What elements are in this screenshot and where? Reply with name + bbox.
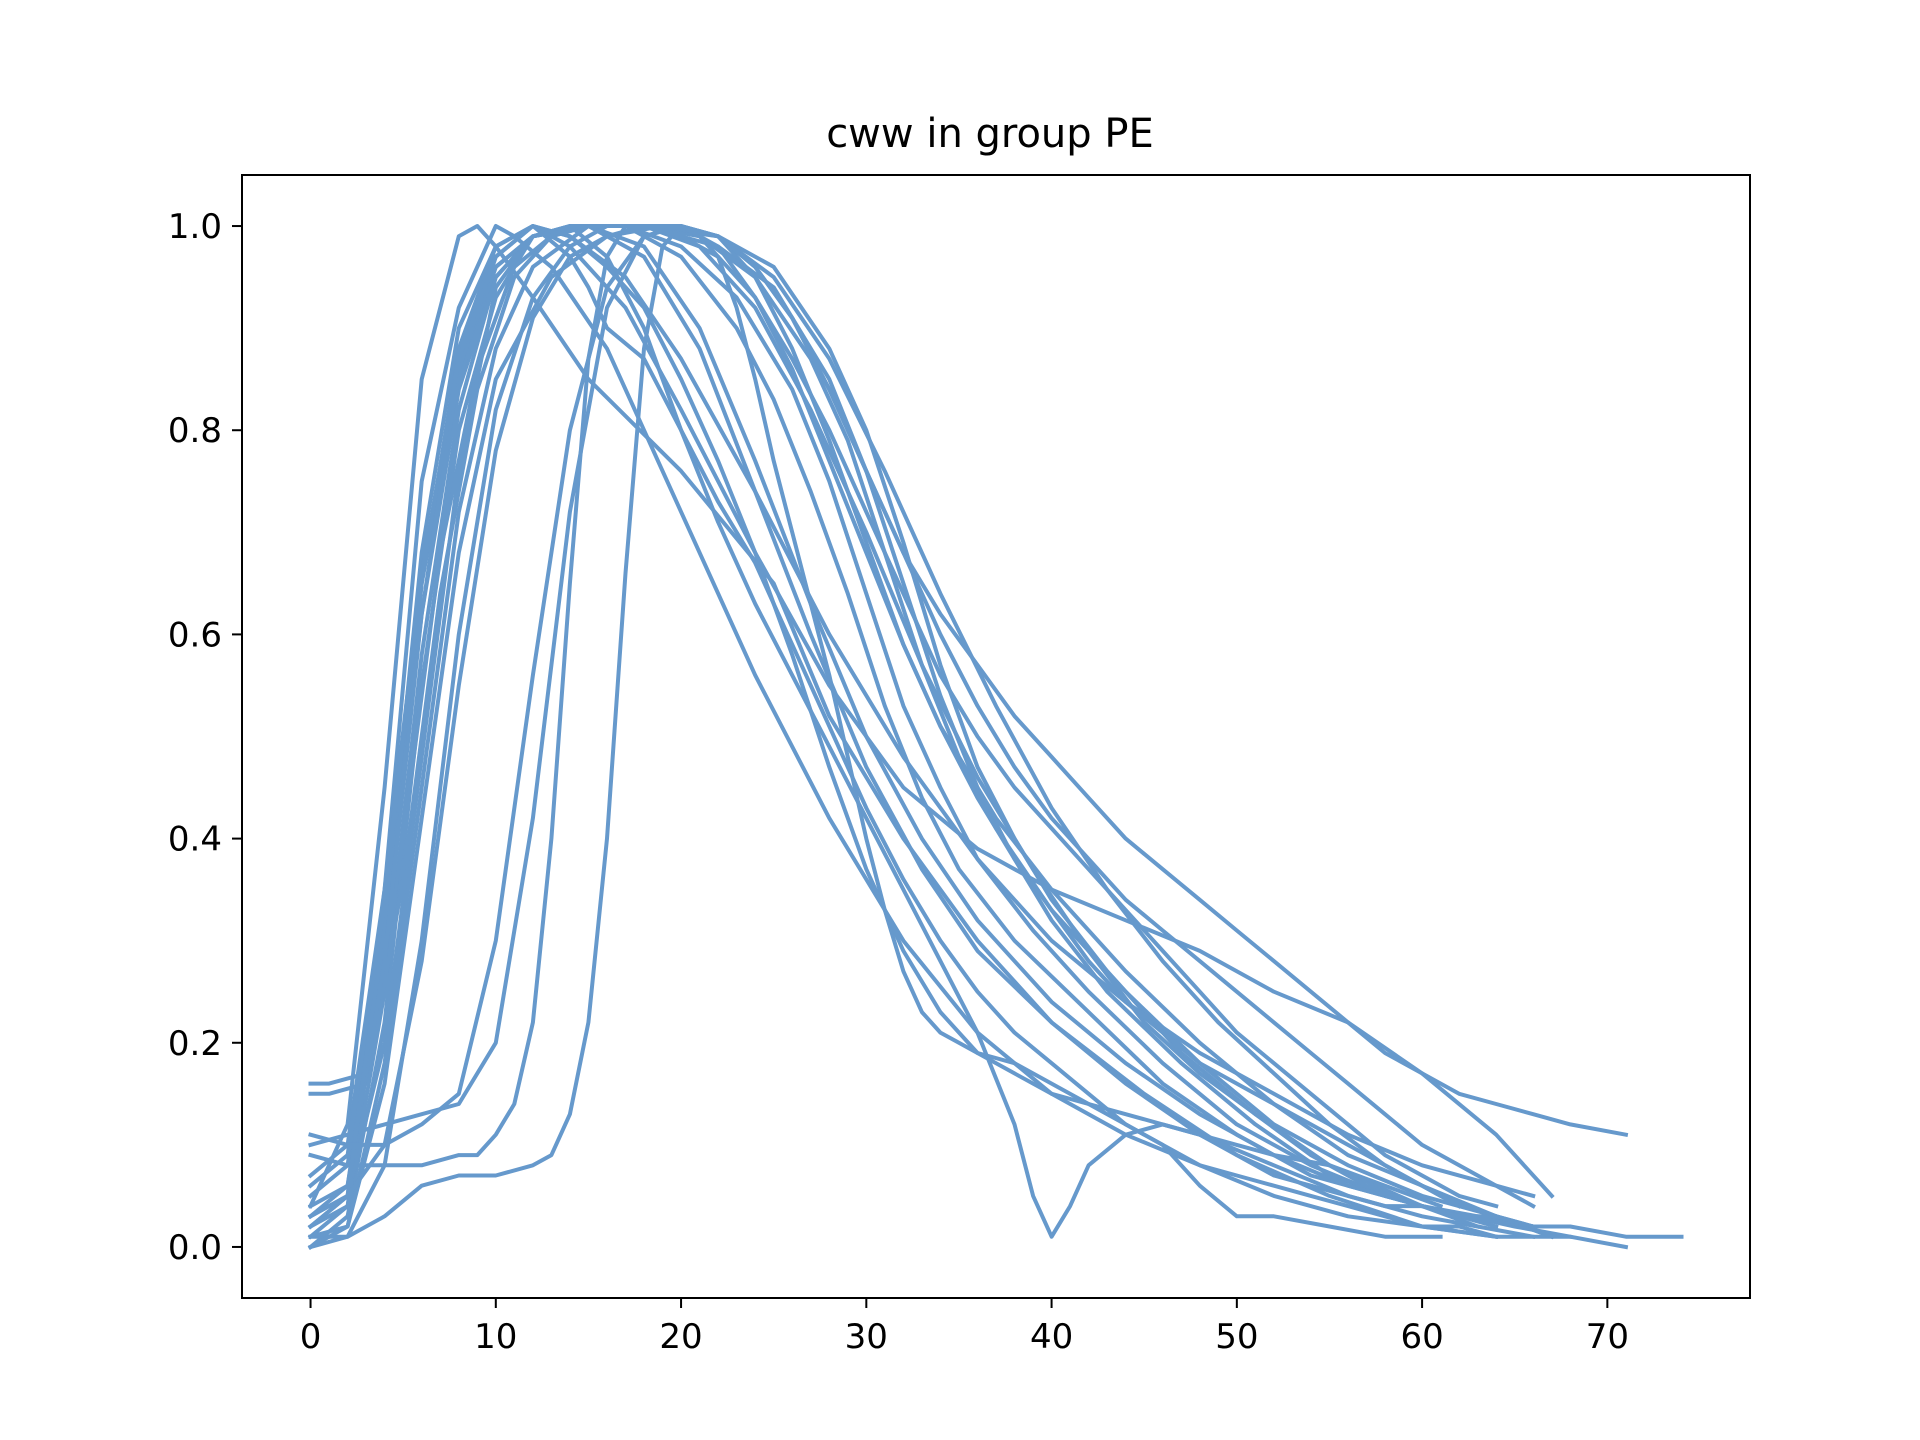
x-tick-label: 70 [1586, 1317, 1629, 1357]
y-tick-label: 0.2 [168, 1024, 222, 1064]
x-tick-label: 10 [474, 1317, 517, 1357]
x-tick-label: 50 [1215, 1317, 1258, 1357]
y-tick-label: 1.0 [168, 207, 222, 247]
series-line-2 [307, 224, 1499, 1239]
series-line-4 [307, 224, 1536, 1240]
chart-title: cww in group PE [826, 111, 1154, 157]
series-line-19 [308, 224, 1536, 1240]
x-tick-label: 0 [300, 1317, 322, 1357]
series-line-17 [307, 224, 1536, 1199]
series-line-22 [307, 224, 1536, 1220]
x-tick-label: 60 [1400, 1317, 1443, 1357]
series-line-21 [308, 224, 1462, 1209]
series-line-18 [307, 224, 1536, 1250]
series-line-16 [307, 224, 1555, 1230]
x-tick-label: 30 [845, 1317, 888, 1357]
y-tick-label: 0.6 [168, 615, 222, 655]
x-tick-label: 20 [659, 1317, 702, 1357]
axes-layer: 0 10 20 30 40 50 60 70 0.0 0.2 0.4 0.6 0.8 1.0 [168, 174, 1751, 1357]
series-line-10 [308, 224, 1555, 1240]
plot-frame [241, 174, 1751, 1299]
series-layer [307, 224, 1684, 1250]
series-line-20 [308, 224, 1499, 1250]
y-tick-label: 0.4 [168, 820, 222, 860]
series-line-8 [308, 224, 1499, 1229]
y-tick-label: 0.8 [168, 411, 222, 451]
x-tick-label: 40 [1030, 1317, 1073, 1357]
y-tick-label: 0.0 [168, 1228, 222, 1268]
